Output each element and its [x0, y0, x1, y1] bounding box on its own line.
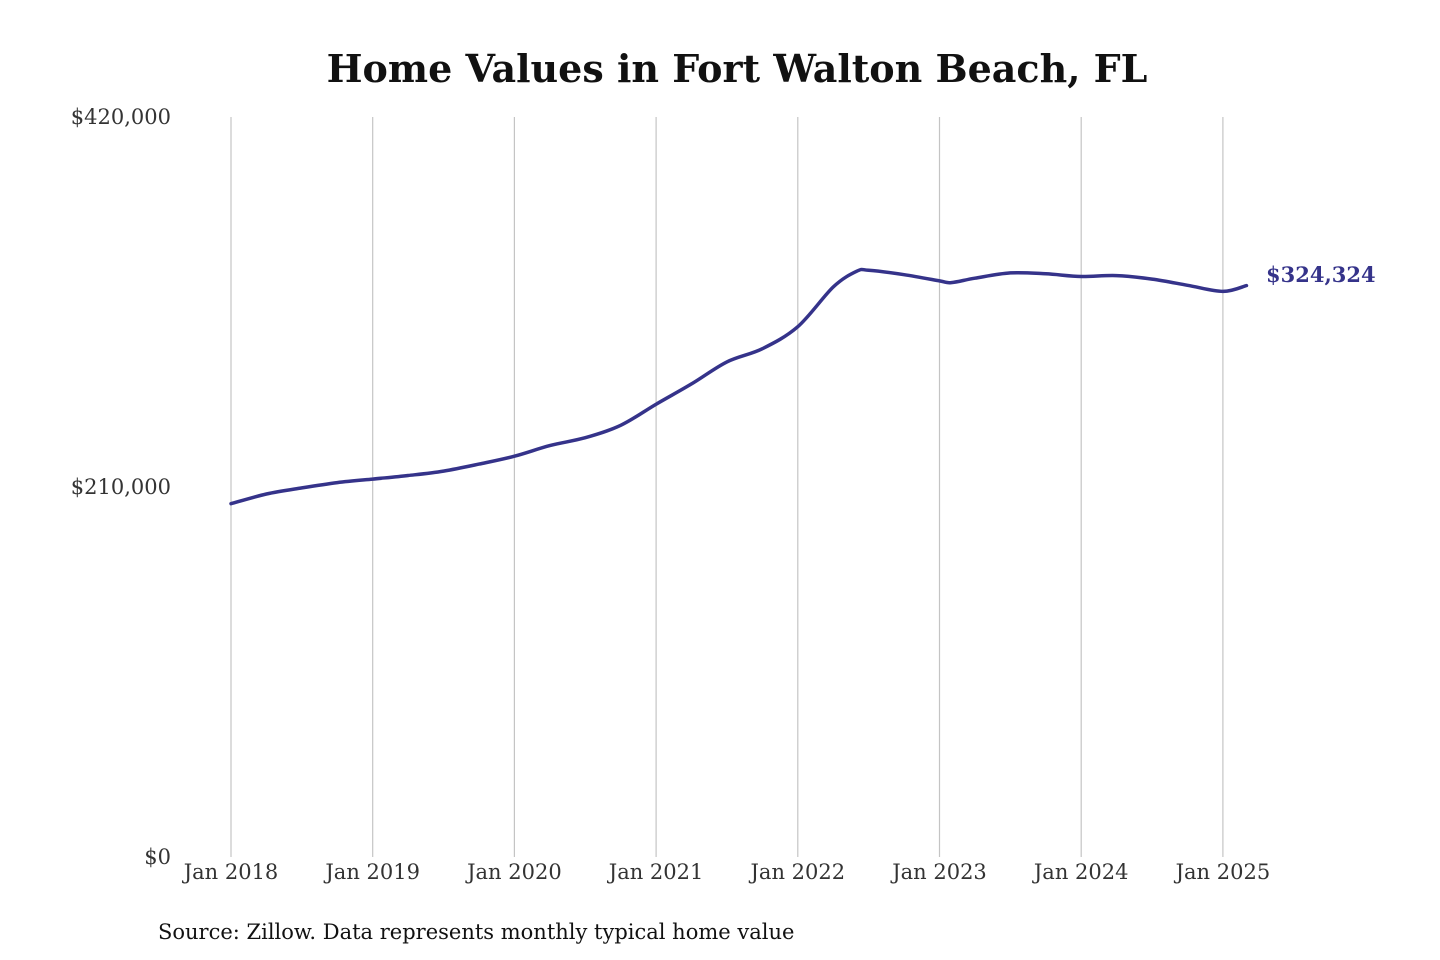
x-axis-ticks: Jan 2018 Jan 2019 Jan 2020 Jan 2021 Jan 2022… [182, 860, 1270, 884]
x-tick-label: Jan 2019 [323, 860, 420, 884]
series-layer [229, 267, 1249, 506]
source-note: Source: Zillow. Data represents monthly … [158, 920, 794, 944]
series-line [229, 267, 1249, 506]
y-tick-label: $0 [144, 845, 171, 869]
y-axis-ticks: $0 $210,000 $420,000 [71, 105, 171, 869]
y-tick-label: $420,000 [71, 105, 171, 129]
x-tick-label: Jan 2023 [890, 860, 987, 884]
x-tick-label: Jan 2024 [1032, 860, 1129, 884]
end-value-label: $324,324 [1266, 262, 1376, 287]
y-tick-label: $210,000 [71, 475, 171, 499]
x-tick-label: Jan 2025 [1174, 860, 1271, 884]
x-tick-label: Jan 2020 [465, 860, 562, 884]
x-tick-label: Jan 2022 [749, 860, 846, 884]
x-tick-label: Jan 2021 [607, 860, 704, 884]
x-tick-label: Jan 2018 [182, 860, 279, 884]
gridlines [230, 117, 1224, 857]
chart-title: Home Values in Fort Walton Beach, FL [327, 46, 1148, 91]
